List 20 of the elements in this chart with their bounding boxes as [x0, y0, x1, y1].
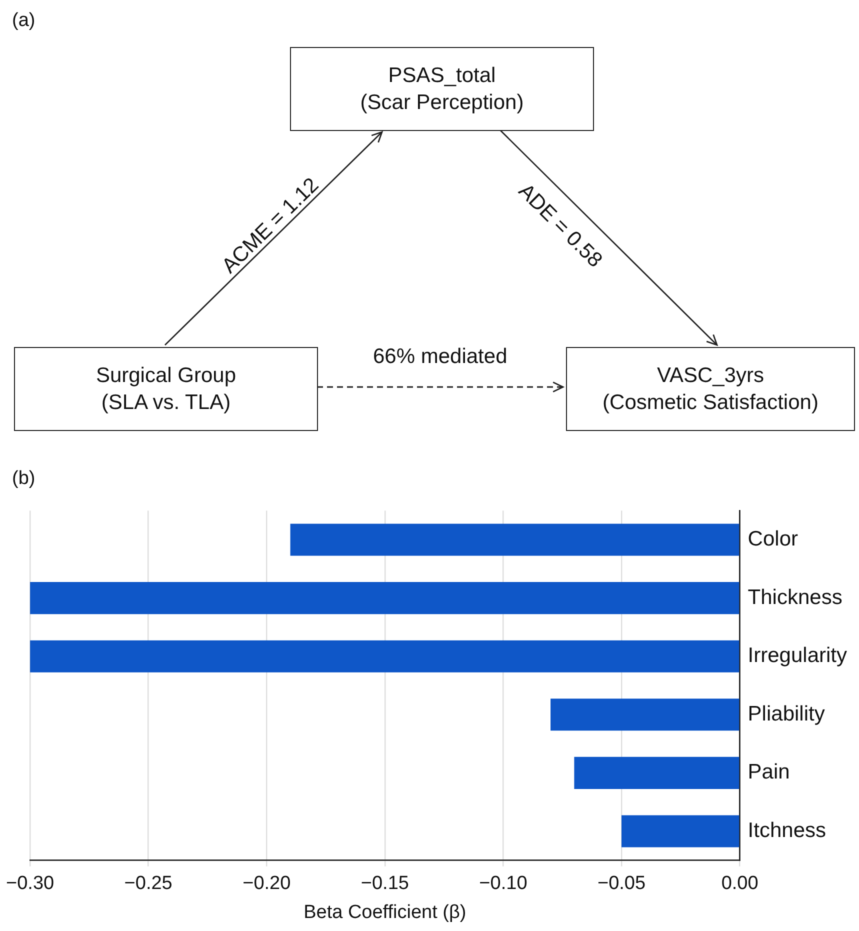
y-tick-label: Thickness: [748, 586, 842, 609]
y-tick-label: Pliability: [748, 702, 826, 726]
x-tick-label: −0.25: [124, 873, 172, 894]
y-tick-label: Pain: [748, 760, 790, 784]
x-tick-label: −0.30: [6, 873, 54, 894]
text: 66% mediated: [373, 345, 508, 369]
x-tick-label: −0.15: [360, 873, 409, 894]
text: (a): [12, 10, 36, 32]
x-tick-label: −0.05: [597, 873, 646, 894]
text: VASC_3yrs (Cosmetic Satisfaction): [566, 347, 855, 431]
y-tick-label: Color: [748, 528, 798, 551]
chart-title: (b): [12, 468, 36, 490]
text: Surgical Group (SLA vs. TLA): [14, 347, 318, 431]
x-axis-title: Beta Coefficient (β): [304, 902, 466, 923]
x-tick-label: −0.10: [479, 873, 528, 894]
x-tick-label: −0.20: [242, 873, 291, 894]
text: PSAS_total (Scar Perception): [290, 47, 594, 131]
y-tick-label: Itchness: [748, 819, 826, 842]
y-tick-label: Irregularity: [748, 644, 848, 668]
x-tick-label: 0.00: [721, 873, 758, 894]
